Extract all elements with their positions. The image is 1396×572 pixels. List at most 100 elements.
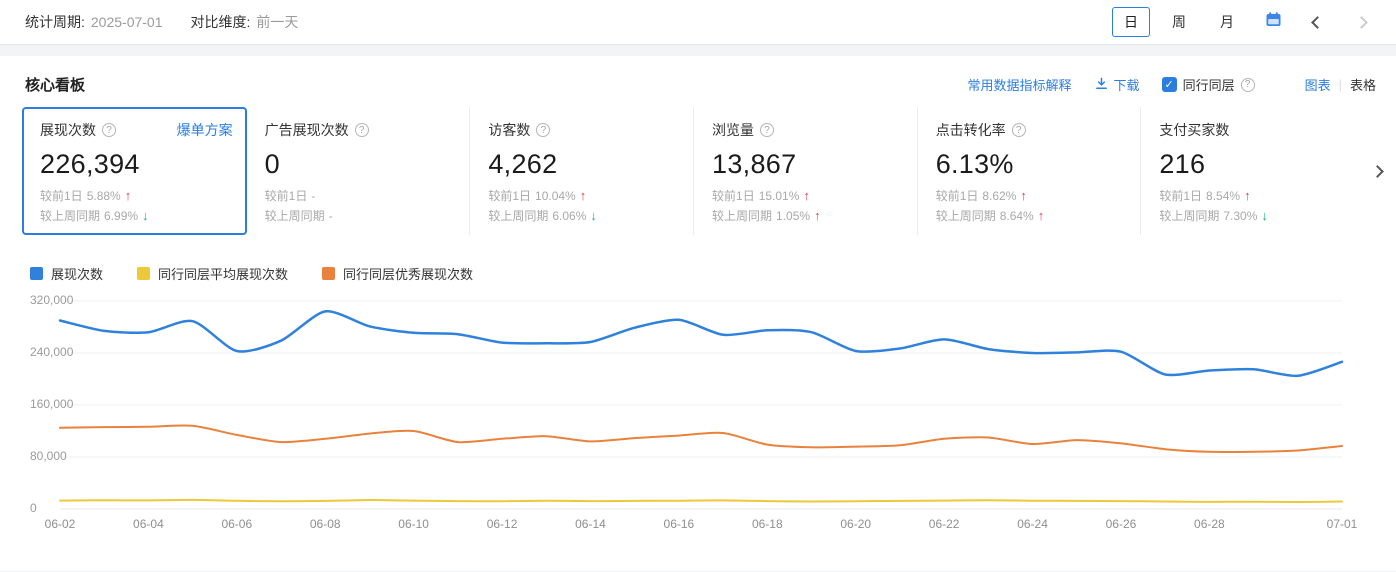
metric-card-paying-buyers[interactable]: 支付买家数 216 较前1日 8.54% ↑ 较上周同期 7.30% ↓ bbox=[1140, 107, 1364, 235]
metrics-explanation-link[interactable]: 常用数据指标解释 bbox=[967, 78, 1072, 93]
legend-item[interactable]: 同行同层优秀展现次数 bbox=[322, 264, 473, 283]
trend-arrow-icon: ↓ bbox=[142, 208, 149, 223]
trend-arrow-icon: ↓ bbox=[1261, 208, 1268, 223]
legend-item[interactable]: 展现次数 bbox=[30, 264, 103, 283]
trend-chart-svg[interactable] bbox=[0, 287, 1396, 539]
series-line-同行同层优秀展现次数[interactable] bbox=[59, 424, 1343, 453]
card-value: 6.13% bbox=[935, 149, 1014, 179]
trend-arrow-icon: ↑ bbox=[1020, 188, 1027, 203]
question-circle-icon[interactable] bbox=[760, 123, 775, 137]
stat-period-label: 统计周期: bbox=[25, 14, 85, 30]
trend-arrow-icon: ↑ bbox=[803, 188, 810, 203]
x-axis-tick-label: 06-18 bbox=[751, 517, 783, 531]
y-axis-tick-label: 80,000 bbox=[30, 449, 67, 463]
y-axis-tick-label: 240,000 bbox=[30, 345, 74, 359]
card-value: 4,262 bbox=[488, 149, 558, 179]
x-axis-tick-label: 06-26 bbox=[1105, 517, 1137, 531]
card-title: 广告展现次数 bbox=[264, 122, 349, 138]
peer-layer-checkbox[interactable] bbox=[1161, 77, 1177, 92]
card-value: 226,394 bbox=[40, 149, 140, 179]
range-day-button[interactable]: 日 bbox=[1112, 7, 1150, 37]
trend-arrow-icon: ↓ bbox=[590, 208, 597, 223]
prev-period-button[interactable] bbox=[1300, 7, 1334, 37]
question-circle-icon[interactable] bbox=[536, 123, 551, 137]
stat-period: 统计周期: 2025-07-01 bbox=[25, 12, 163, 32]
compare-dimension: 对比维度: 前一天 bbox=[191, 12, 299, 32]
legend-label: 同行同层优秀展现次数 bbox=[343, 266, 474, 282]
range-week-button[interactable]: 周 bbox=[1160, 7, 1198, 37]
question-circle-icon[interactable] bbox=[102, 123, 116, 137]
card-value: 0 bbox=[264, 149, 280, 179]
trend-arrow-icon: ↑ bbox=[814, 208, 821, 223]
question-circle-icon[interactable] bbox=[354, 123, 369, 137]
legend-swatch-icon bbox=[137, 266, 151, 280]
peer-layer-label: 同行同层 bbox=[1182, 78, 1235, 93]
chart-legend: 展现次数 同行同层平均展现次数 同行同层优秀展现次数 bbox=[30, 263, 1396, 283]
hot-sale-plan-link[interactable]: 爆单方案 bbox=[176, 122, 233, 138]
x-axis-tick-label: 06-14 bbox=[575, 517, 606, 531]
view-chart-tab[interactable]: 图表 bbox=[1304, 78, 1331, 93]
legend-label: 展现次数 bbox=[51, 266, 104, 282]
x-axis-tick-label: 07-01 bbox=[1326, 517, 1358, 531]
card-title: 浏览量 bbox=[712, 122, 755, 138]
card-title: 点击转化率 bbox=[935, 122, 1006, 138]
trend-arrow-icon: ↑ bbox=[1244, 188, 1251, 203]
x-axis-tick-label: 06-02 bbox=[44, 517, 76, 531]
card-title: 访客数 bbox=[488, 122, 531, 138]
metric-card-ad-impressions[interactable]: 广告展现次数 0 较前1日- 较上周同期- bbox=[247, 107, 470, 235]
legend-label: 同行同层平均展现次数 bbox=[158, 266, 289, 282]
card-title: 展现次数 bbox=[40, 122, 96, 138]
legend-item[interactable]: 同行同层平均展现次数 bbox=[137, 264, 288, 283]
legend-swatch-icon bbox=[30, 266, 43, 280]
x-axis-tick-label: 06-28 bbox=[1194, 517, 1225, 531]
trend-arrow-icon: ↑ bbox=[1037, 208, 1045, 223]
cards-next-button[interactable] bbox=[1364, 107, 1390, 235]
panel-title: 核心看板 bbox=[25, 77, 86, 94]
peer-layer-toggle[interactable]: 同行同层 bbox=[1161, 75, 1255, 94]
question-circle-icon[interactable] bbox=[1240, 77, 1255, 92]
x-axis-tick-label: 06-08 bbox=[309, 517, 341, 531]
compare-dimension-value[interactable]: 前一天 bbox=[256, 14, 299, 30]
calendar-icon bbox=[1265, 11, 1282, 33]
x-axis-tick-label: 06-10 bbox=[398, 517, 429, 531]
x-axis-tick-label: 06-24 bbox=[1017, 517, 1048, 531]
trend-arrow-icon: ↑ bbox=[124, 188, 132, 203]
y-axis-tick-label: 320,000 bbox=[30, 293, 74, 307]
view-toggle-divider: | bbox=[1338, 77, 1342, 92]
trend-arrow-icon: ↑ bbox=[579, 188, 587, 203]
series-line-展现次数[interactable] bbox=[58, 310, 1344, 378]
card-value: 216 bbox=[1159, 149, 1206, 179]
calendar-button[interactable] bbox=[1256, 7, 1290, 37]
chevron-right-icon bbox=[1370, 164, 1384, 178]
trend-chart: 0 80,000 160,000 240,000 320,000 06-02 06-04 06… bbox=[0, 287, 1396, 539]
series-line-同行同层平均展现次数[interactable] bbox=[59, 498, 1343, 504]
core-dashboard-panel: 核心看板 常用数据指标解释 下载 同行同层 图表 | 表格 bbox=[0, 56, 1396, 571]
x-axis-tick-label: 06-06 bbox=[221, 517, 253, 531]
x-axis-tick-label: 06-04 bbox=[133, 517, 164, 531]
download-icon bbox=[1094, 76, 1109, 94]
x-axis-tick-label: 06-20 bbox=[840, 517, 872, 531]
card-value: 13,867 bbox=[712, 149, 797, 179]
card-title: 支付买家数 bbox=[1159, 122, 1230, 138]
y-axis-tick-label: 160,000 bbox=[30, 397, 74, 411]
x-axis-tick-label: 06-12 bbox=[486, 517, 518, 531]
legend-swatch-icon bbox=[322, 266, 336, 280]
stat-period-value[interactable]: 2025-07-01 bbox=[90, 14, 163, 30]
compare-dimension-label: 对比维度: bbox=[190, 14, 251, 30]
y-axis-tick-label: 0 bbox=[30, 501, 37, 515]
range-month-button[interactable]: 月 bbox=[1208, 7, 1246, 37]
chevron-right-icon bbox=[1354, 15, 1368, 29]
download-link[interactable]: 下载 bbox=[1094, 75, 1140, 94]
next-period-button[interactable] bbox=[1344, 7, 1378, 37]
view-table-tab[interactable]: 表格 bbox=[1349, 78, 1376, 93]
x-axis-tick-label: 06-16 bbox=[663, 517, 695, 531]
x-axis-tick-label: 06-22 bbox=[928, 517, 960, 531]
chevron-left-icon bbox=[1310, 15, 1324, 29]
topbar: 统计周期: 2025-07-01 对比维度: 前一天 日 周 月 bbox=[0, 0, 1396, 45]
question-circle-icon[interactable] bbox=[1011, 123, 1026, 137]
